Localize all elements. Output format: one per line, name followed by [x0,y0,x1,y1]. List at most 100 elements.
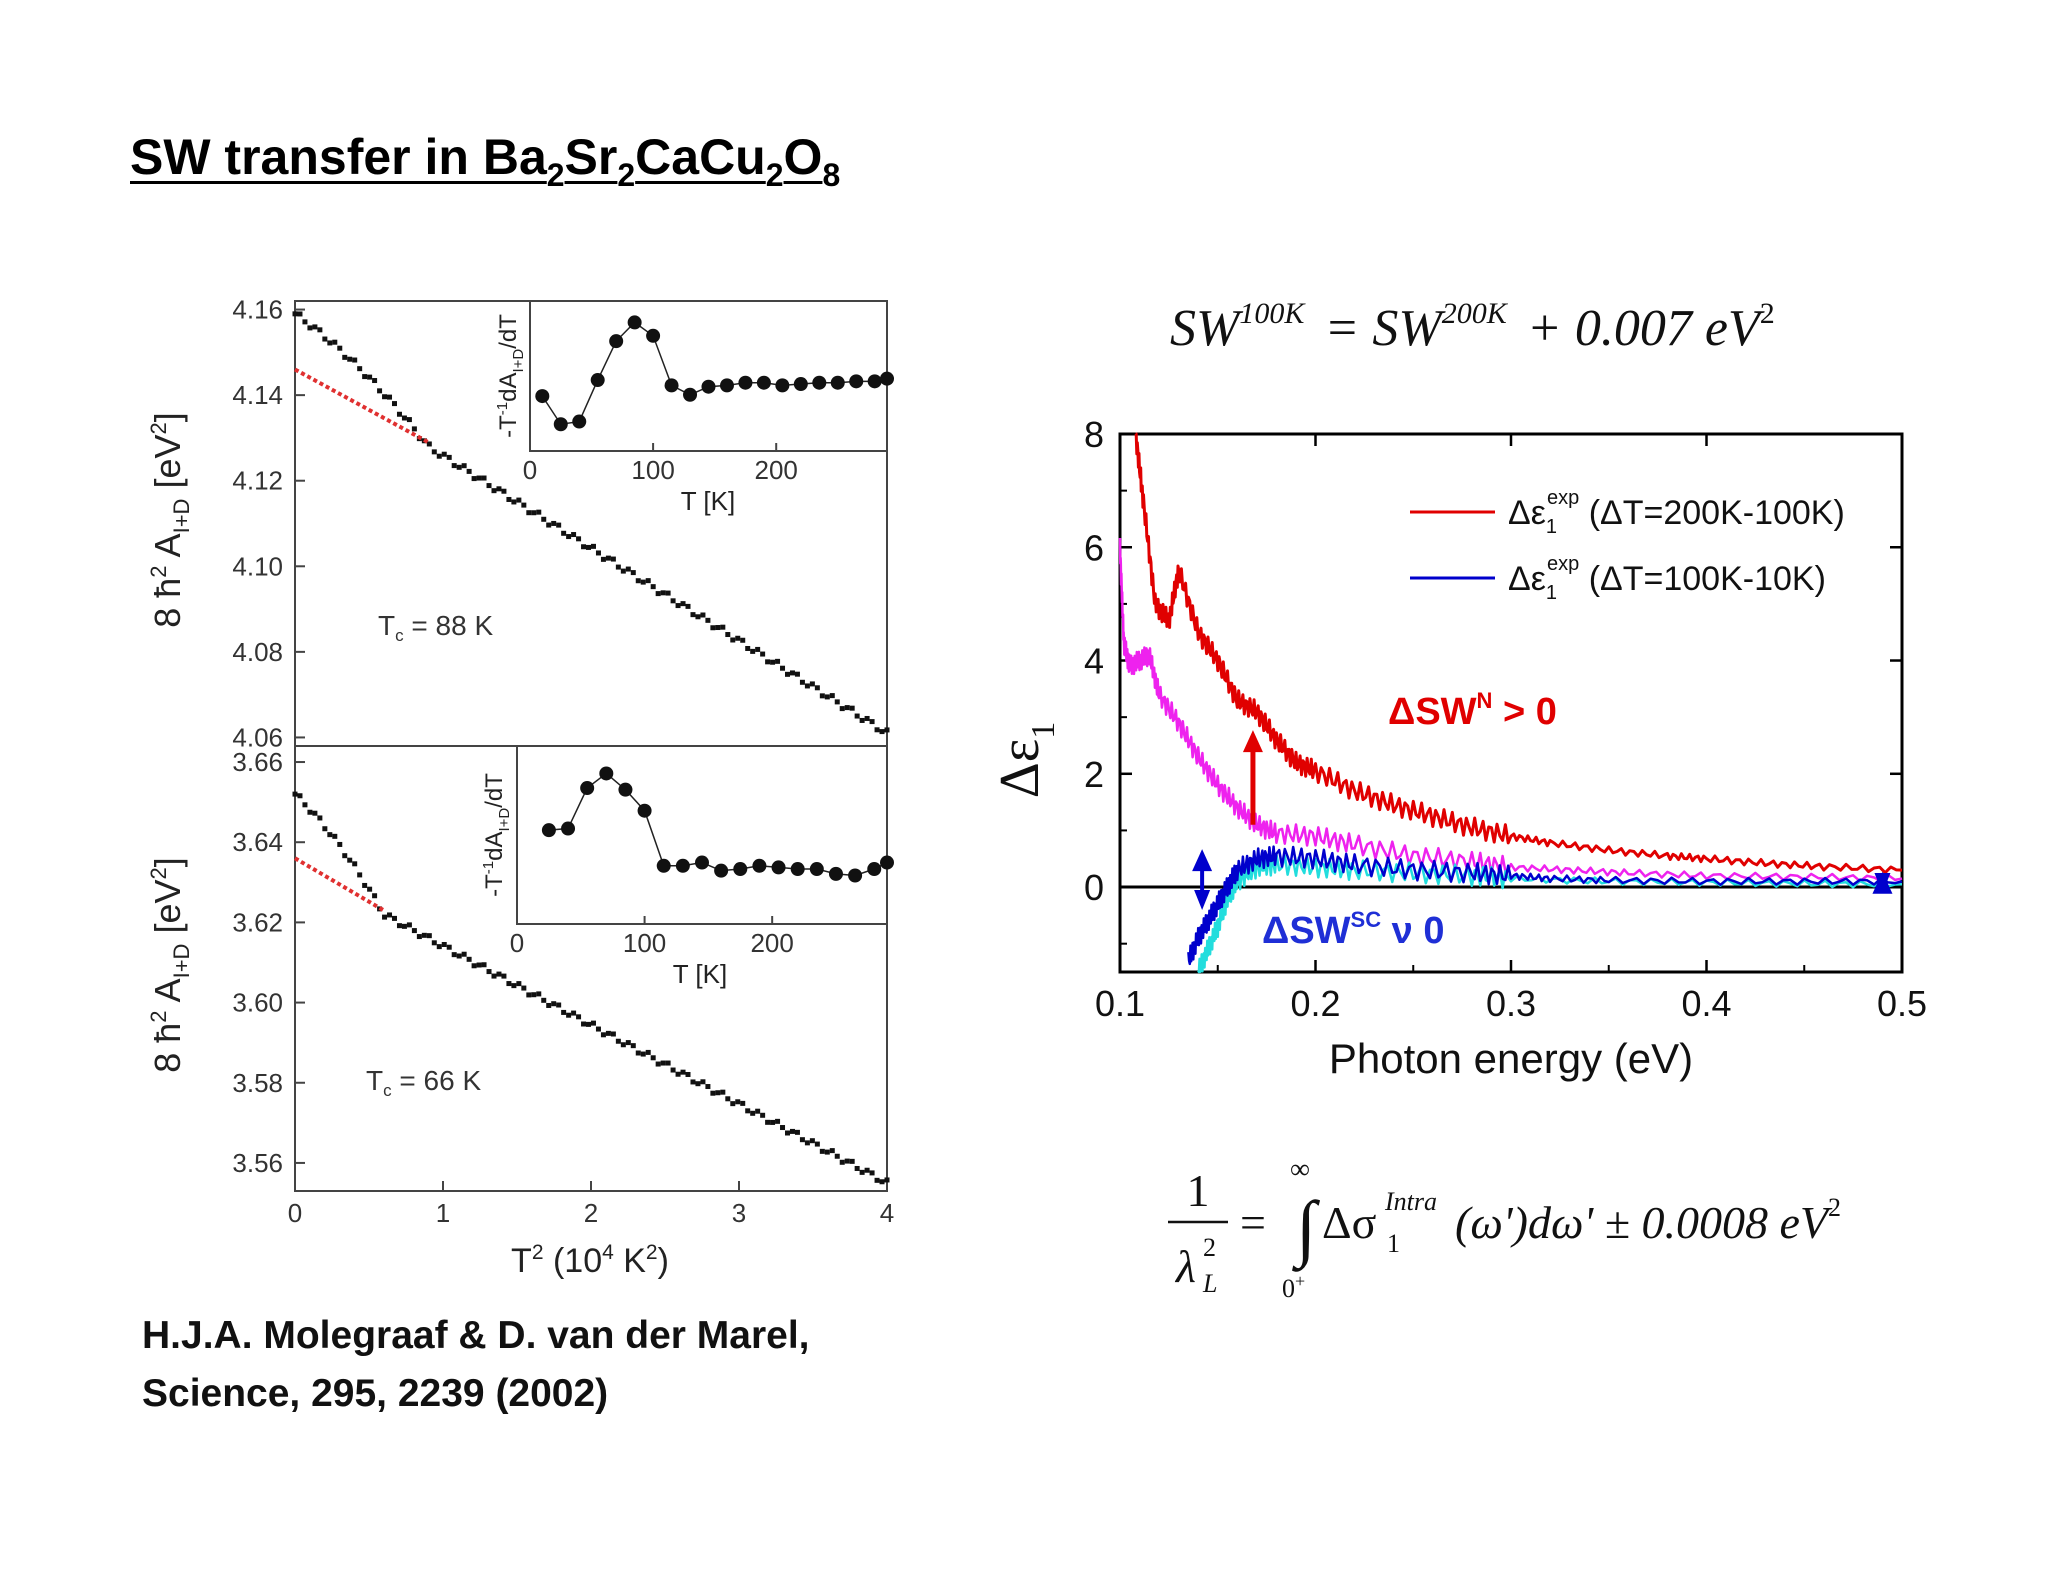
sw-n-annotation: ΔSWN > 0 [1388,688,1557,733]
data-point [526,992,532,998]
data-point [640,579,646,585]
data-point [327,340,333,346]
data-point [615,564,621,570]
y-tick-label: 4.14 [232,380,283,410]
data-point [799,679,805,685]
data-point [551,520,557,526]
data-point [302,802,308,808]
data-point [531,992,537,998]
data-point [620,568,626,574]
data-point [869,1170,875,1176]
y-tick-label: 4.06 [232,722,283,752]
data-point [605,1030,611,1036]
top-panel-y-ticks: 4.16 4.14 4.12 4.10 4.08 4.06 [232,295,305,752]
data-point [824,694,830,700]
data-point [307,325,313,331]
data-point [844,705,850,711]
inset-point [675,858,690,873]
data-point [581,1021,587,1027]
x-tick-label: 0.3 [1486,983,1536,1024]
data-point [834,699,840,705]
inset-point [627,315,642,330]
x-tick-label: 1 [436,1198,450,1228]
bottom-panel-fit-line [293,856,385,913]
y-tick-label: 3.64 [232,827,283,857]
citation-line-2: Science, 295, 2239 (2002) [142,1372,609,1415]
data-point [680,1069,686,1075]
bottom-inset-xlabel: T [K] [673,959,727,989]
y-tick-label: 4.12 [232,466,283,496]
inset-point [572,414,587,429]
data-point [874,1177,880,1183]
data-point [496,971,502,977]
inset-x-tick-label: 200 [750,928,793,958]
data-point [660,1060,666,1066]
data-point [834,1153,840,1159]
x-tick-label: 0 [288,1198,302,1228]
y-tick-label: 3.60 [232,988,283,1018]
data-point [436,453,442,459]
data-point [839,1159,845,1165]
svg-text:=: = [1240,1197,1266,1248]
bottom-panel-y-ticks: 3.66 3.64 3.62 3.60 3.58 3.56 [232,747,305,1178]
data-point [700,612,706,618]
data-point [789,670,795,676]
inset-point [771,860,786,875]
data-point [794,1129,800,1135]
data-point [610,556,616,562]
data-point [541,997,547,1003]
data-point [556,1002,562,1008]
data-point [491,973,497,979]
inset-point [646,328,661,343]
top-panel-fit-line [294,367,430,444]
y-tick-label: 8 [1084,414,1104,455]
data-point [401,415,407,421]
data-point [745,645,751,651]
data-point [362,374,368,380]
data-point [426,933,432,939]
data-point [352,357,358,363]
data-point [785,671,791,677]
top-panel-data [292,311,890,735]
data-point [675,603,681,609]
data-point [332,339,338,345]
data-point [471,476,477,482]
data-point [720,624,726,630]
data-point [809,681,815,687]
inset-point [812,375,827,390]
inset-point [867,374,882,389]
data-point [735,1099,741,1105]
data-point [814,1141,820,1147]
data-point [571,1010,577,1016]
data-point [675,1071,681,1077]
top-inset-frame [529,300,888,452]
bottom-inset-ylabel: -T-1dAI+D/dT [480,773,513,897]
data-point [765,659,771,665]
inset-point [752,858,767,873]
data-point [401,923,407,929]
inset-x-tick-label: 100 [623,928,666,958]
data-point [461,463,467,469]
data-point [566,1012,572,1018]
legend-blue-label: Δε1exp (ΔT=100K-10K) [1508,553,1826,604]
data-point [665,1060,671,1066]
data-point [451,952,457,958]
data-point [586,1021,592,1027]
data-point [660,590,666,596]
svg-text:∞: ∞ [1290,1154,1310,1185]
inset-point [828,866,843,881]
data-point [476,962,482,968]
data-point [715,625,721,631]
data-point [307,809,313,815]
data-point [481,962,487,968]
y-tick-label: 3.62 [232,907,283,937]
data-point [605,555,611,561]
bottom-inset-x-ticks: 0 100 200 [510,916,794,958]
data-point [431,449,437,455]
data-point [486,483,492,489]
inset-point [683,387,698,402]
data-point [799,1137,805,1143]
data-point [322,826,328,832]
data-point [610,1031,616,1037]
